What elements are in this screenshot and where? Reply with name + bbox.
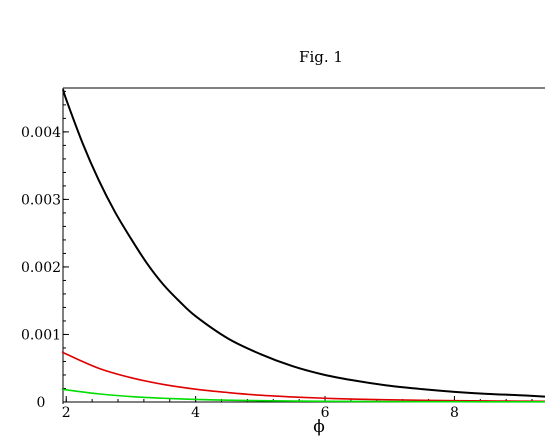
x-tick-label: 6: [321, 405, 330, 421]
y-tick-label: 0.004: [21, 125, 61, 141]
series-layer: [61, 89, 545, 403]
x-tick-label: 2: [62, 405, 71, 421]
x-tick-label: 4: [191, 405, 200, 421]
series-line-black: [62, 89, 545, 398]
series-line-green: [61, 388, 545, 403]
series-line-red: [61, 351, 545, 403]
plot-frame: [62, 87, 545, 404]
y-tick-label: 0: [37, 395, 46, 411]
x-axis: 2 4 6 8: [62, 395, 545, 421]
y-axis: 0 0.001 0.002 0.003 0.004: [21, 90, 69, 411]
y-tick-label: 0.003: [21, 192, 61, 208]
x-axis-label: ϕ: [313, 417, 325, 436]
chart-title: Fig. 1: [299, 48, 343, 66]
y-tick-label: 0.001: [21, 327, 61, 343]
x-tick-label: 8: [450, 405, 459, 421]
y-tick-label: 0.002: [21, 260, 61, 276]
